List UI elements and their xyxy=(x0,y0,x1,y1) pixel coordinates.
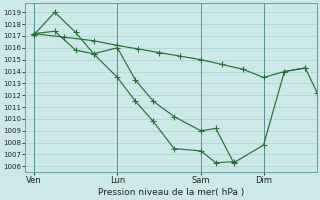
X-axis label: Pression niveau de la mer( hPa ): Pression niveau de la mer( hPa ) xyxy=(98,188,244,197)
